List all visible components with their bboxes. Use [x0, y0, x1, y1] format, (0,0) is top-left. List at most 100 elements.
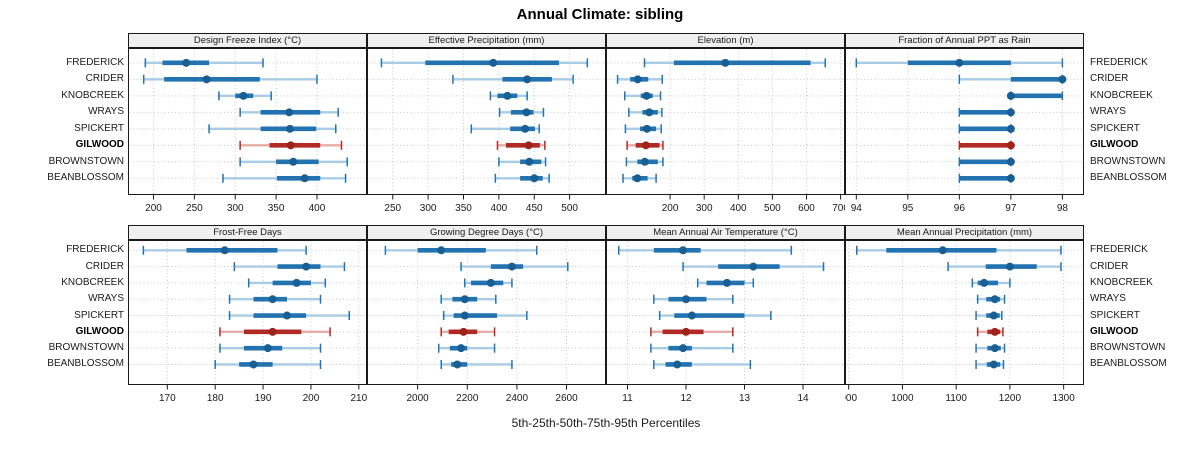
- site-label-wrays: WRAYS: [88, 106, 124, 118]
- site-label-crider: CRIDER: [85, 73, 124, 85]
- panel-plot: 2000 2200 2400 2600: [367, 240, 606, 404]
- series-knobcreek: [1006, 91, 1064, 101]
- x-tick-label: 170: [159, 393, 176, 404]
- median-dot: [679, 344, 688, 353]
- median-dot: [286, 141, 295, 150]
- series-crider: [233, 262, 346, 272]
- series-beanblossom: [958, 173, 1015, 183]
- x-tick-label: 210: [350, 393, 367, 404]
- series-gilwood: [440, 327, 496, 337]
- x-tick-label: 400: [491, 203, 508, 214]
- median-dot: [182, 58, 191, 67]
- x-axis: 200 300 400 500 600 700: [662, 195, 845, 214]
- x-tick-label: 300: [420, 203, 437, 214]
- x-tick-label: 200: [303, 393, 320, 404]
- panel-title: Mean Annual Air Temperature (°C): [606, 225, 845, 240]
- site-label-knobcreek: KNOBCREEK: [61, 89, 124, 101]
- median-dot: [980, 278, 989, 287]
- median-dot: [938, 246, 947, 255]
- median-dot: [459, 327, 468, 336]
- site-label-gilwood: GILWOOD: [75, 139, 124, 151]
- x-tick-label: 2400: [506, 393, 529, 404]
- series-frederick: [384, 245, 538, 255]
- plot-area: [367, 240, 606, 385]
- site-label-brownstown: BROWNSTOWN: [48, 342, 124, 354]
- median-dot: [989, 311, 998, 320]
- series-spickert: [228, 311, 350, 321]
- series-wrays: [628, 107, 663, 117]
- series-knobcreek: [218, 91, 272, 101]
- series-beanblossom: [653, 359, 752, 369]
- median-dot: [1006, 108, 1015, 117]
- site-label-spickert: SPICKERT: [1090, 122, 1140, 134]
- series-gilwood: [239, 140, 343, 150]
- site-label-frederick: FREDERICK: [1090, 56, 1148, 68]
- plot-area: [128, 240, 367, 385]
- x-axis: 200 250 300 350 400: [145, 195, 326, 214]
- series-crider: [958, 74, 1067, 84]
- x-tick-label: 500: [561, 203, 578, 214]
- median-dot: [239, 91, 248, 100]
- series-brownstown: [975, 343, 1006, 353]
- median-dot: [507, 262, 516, 271]
- panel-1: Design Freeze Index (°C) 200 250 300 350 400: [128, 33, 367, 219]
- x-tick-label: 180: [207, 393, 224, 404]
- series-crider: [682, 262, 825, 272]
- median-dot: [285, 108, 294, 117]
- median-dot: [453, 360, 462, 369]
- median-dot: [460, 311, 469, 320]
- site-label-frederick: FREDERICK: [66, 56, 124, 68]
- median-dot: [633, 75, 642, 84]
- series-brownstown: [650, 343, 734, 353]
- series-beanblossom: [975, 359, 1005, 369]
- site-label-spickert: SPICKERT: [74, 309, 124, 321]
- median-dot: [289, 157, 298, 166]
- x-tick-label: 94: [851, 203, 863, 214]
- plot-area: [128, 48, 367, 195]
- x-tick-label: 13: [739, 393, 751, 404]
- series-crider: [947, 262, 1062, 272]
- series-frederick: [643, 58, 826, 68]
- series-wrays: [653, 294, 734, 304]
- x-tick-label: 350: [455, 203, 472, 214]
- x-tick-label: 300: [696, 203, 713, 214]
- median-dot: [523, 75, 532, 84]
- panel-5: Frost-Free Days 170 180 190 200 210: [128, 225, 367, 409]
- series-frederick: [144, 58, 264, 68]
- panel-plot: 170 180 190 200 210: [128, 240, 367, 404]
- site-label-crider: CRIDER: [1090, 73, 1129, 85]
- site-label-gilwood: GILWOOD: [1090, 325, 1139, 337]
- median-dot: [673, 360, 682, 369]
- axis-caption: 5th-25th-50th-75th-95th Percentiles: [511, 416, 701, 430]
- panel-plot: 200 250 300 350 400: [128, 48, 367, 214]
- median-dot: [749, 262, 758, 271]
- x-tick-label: 96: [954, 203, 966, 214]
- panel-8: Mean Annual Precipitation (mm) 900 1000 110…: [845, 225, 1084, 409]
- panel-plot: 900 1000 1100 1200 1300: [845, 240, 1084, 404]
- median-dot: [1058, 75, 1067, 84]
- x-tick-label: 1200: [999, 393, 1022, 404]
- panel-6: Growing Degree Days (°C) 2000 2200 2400 2600: [367, 225, 606, 409]
- series-spickert: [658, 311, 772, 321]
- series-knobcreek: [623, 91, 662, 101]
- median-dot: [682, 327, 690, 336]
- series-wrays: [958, 107, 1015, 117]
- median-dot: [503, 91, 512, 100]
- x-tick-label: 2000: [407, 393, 430, 404]
- series-spickert: [442, 311, 528, 321]
- series-gilwood: [650, 327, 734, 337]
- median-dot: [645, 108, 654, 117]
- site-label-beanblossom: BEANBLOSSOM: [47, 172, 124, 184]
- panel-4: Fraction of Annual PPT as Rain 94 95 96 97 98: [845, 33, 1084, 219]
- x-tick-label: 600: [798, 203, 815, 214]
- site-label-beanblossom: BEANBLOSSOM: [1090, 358, 1167, 370]
- series-brownstown: [239, 157, 348, 167]
- median-dot: [263, 344, 272, 353]
- series-frederick: [617, 245, 793, 255]
- x-tick-label: 350: [268, 203, 285, 214]
- x-tick-label: 1100: [945, 393, 967, 404]
- median-dot: [1006, 157, 1015, 166]
- series-crider: [142, 74, 318, 84]
- series-wrays: [440, 294, 497, 304]
- series-beanblossom: [440, 359, 513, 369]
